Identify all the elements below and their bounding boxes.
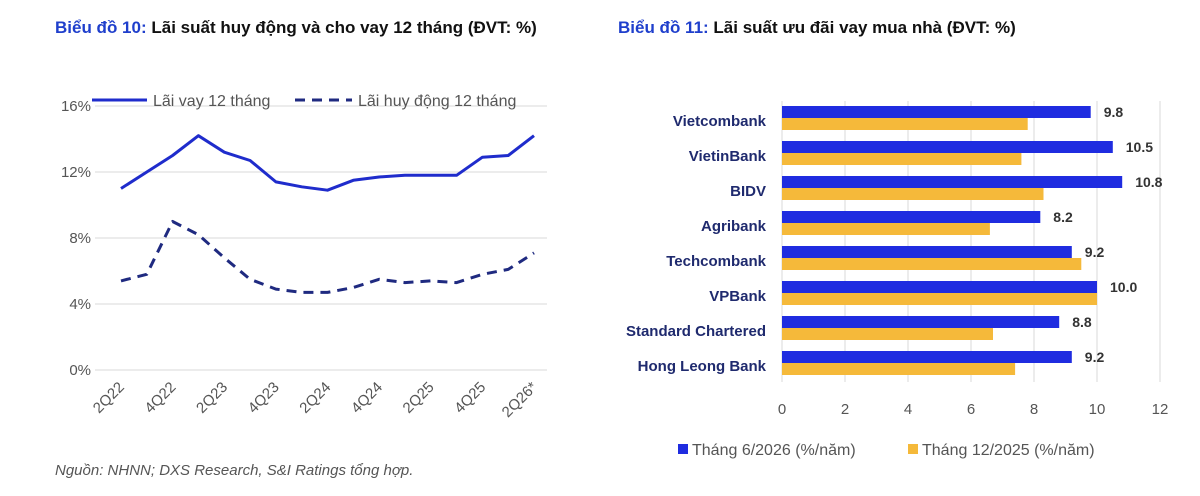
bank-label: BIDV	[730, 183, 766, 200]
line-chart-x-tick-label: 2Q25	[400, 379, 438, 417]
bank-label: Vietcombank	[673, 113, 767, 130]
bar-value-label: 10.0	[1110, 279, 1137, 295]
bank-label: Standard Chartered	[626, 323, 766, 340]
line-chart-x-tick-label: 2Q22	[90, 379, 128, 417]
bar-dec-2025	[782, 118, 1028, 130]
legend-label-dec-2025: Tháng 12/2025 (%/năm)	[922, 442, 1095, 459]
bar-jun-2026	[782, 281, 1097, 293]
bar-chart-x-tick-label: 2	[841, 401, 849, 418]
bar-value-label: 9.8	[1104, 104, 1124, 120]
bar-dec-2025	[782, 293, 1097, 305]
bar-chart-x-tick-label: 12	[1152, 401, 1169, 418]
legend-swatch-dec-2025	[908, 444, 918, 454]
bar-jun-2026	[782, 141, 1113, 153]
right-chart-title-text: Lãi suất ưu đãi vay mua nhà (ĐVT: %)	[713, 18, 1016, 37]
bar-chart-x-tick-label: 4	[904, 401, 912, 418]
left-chart-title-prefix: Biểu đồ 10:	[55, 18, 147, 37]
line-chart-x-tick-label: 2Q26*	[499, 379, 541, 421]
source-note: Nguồn: NHNN; DXS Research, S&I Ratings t…	[55, 462, 414, 479]
bank-label: Hong Leong Bank	[638, 358, 767, 375]
bank-label: VietinBank	[689, 148, 767, 165]
line-chart-x-tick-label: 4Q25	[451, 379, 489, 417]
left-chart-title-text: Lãi suất huy động và cho vay 12 tháng (Đ…	[151, 18, 537, 37]
bar-jun-2026	[782, 246, 1072, 258]
bar-jun-2026	[782, 316, 1060, 328]
bar-value-label: 8.8	[1072, 314, 1092, 330]
line-chart-x-tick-label: 4Q22	[141, 379, 179, 417]
legend-label-deposit: Lãi huy động 12 tháng	[358, 93, 516, 110]
line-chart-x-tick-label: 4Q23	[245, 379, 283, 417]
right-chart-title-prefix: Biểu đồ 11:	[618, 18, 709, 37]
bar-dec-2025	[782, 363, 1016, 375]
bank-label: VPBank	[709, 288, 766, 305]
lending-rate-line	[120, 134, 535, 192]
legend-label-lending: Lãi vay 12 tháng	[153, 93, 270, 110]
legend-label-jun-2026: Tháng 6/2026 (%/năm)	[692, 442, 856, 459]
bar-dec-2025	[782, 258, 1082, 270]
bar-dec-2025	[782, 223, 990, 235]
bar-chart-x-tick-label: 0	[778, 401, 786, 418]
bar-jun-2026	[782, 211, 1041, 223]
line-chart-x-tick-label: 4Q24	[348, 379, 386, 417]
line-chart-x-tick-label: 2Q24	[296, 379, 334, 417]
line-chart-y-tick-label: 16%	[61, 98, 91, 115]
bank-label: Techcombank	[666, 253, 766, 270]
bar-value-label: 9.2	[1085, 349, 1105, 365]
line-chart-x-tick-label: 2Q23	[193, 379, 231, 417]
bar-value-label: 10.5	[1126, 139, 1153, 155]
legend-swatch-jun-2026	[678, 444, 688, 454]
deposit-rate-line	[120, 220, 535, 294]
right-chart-title: Biểu đồ 11: Lãi suất ưu đãi vay mua nhà …	[618, 18, 1016, 38]
bar-jun-2026	[782, 351, 1072, 363]
bar-dec-2025	[782, 328, 993, 340]
line-chart: 0% 4% 8% 12% 16% 2Q22 4Q22 2Q23 4Q23 2Q24 4Q24 2Q25…	[61, 93, 547, 421]
bar-chart-x-tick-label: 8	[1030, 401, 1038, 418]
bar-chart-x-tick-label: 6	[967, 401, 975, 418]
bar-dec-2025	[782, 153, 1022, 165]
line-chart-y-tick-label: 8%	[69, 230, 91, 247]
bar-dec-2025	[782, 188, 1044, 200]
bank-label: Agribank	[701, 218, 767, 235]
bar-value-label: 10.8	[1135, 174, 1162, 190]
bar-value-label: 8.2	[1053, 209, 1073, 225]
line-chart-y-tick-label: 4%	[69, 296, 91, 313]
bar-chart-x-tick-label: 10	[1089, 401, 1106, 418]
line-chart-y-tick-label: 0%	[69, 362, 91, 379]
left-chart-title: Biểu đồ 10: Lãi suất huy động và cho vay…	[55, 18, 537, 38]
line-chart-y-tick-label: 12%	[61, 164, 91, 181]
bar-chart: 0 2 4 6 8 10 12 Vietcombank 9.8 VietinBank 10.5 BID…	[626, 101, 1168, 459]
bar-value-label: 9.2	[1085, 244, 1105, 260]
bar-jun-2026	[782, 176, 1123, 188]
bar-jun-2026	[782, 106, 1091, 118]
